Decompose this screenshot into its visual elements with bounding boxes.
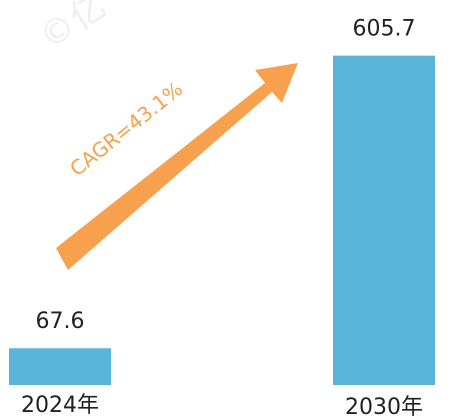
cagr-arrow-shape: [56, 63, 298, 270]
cagr-arrow: CAGR=43.1%: [56, 63, 298, 270]
category-label-1: 2030年: [345, 395, 423, 420]
category-label-0: 2024年: [21, 393, 99, 418]
bars-group: [9, 55, 435, 385]
bar-1: [333, 55, 435, 385]
value-label-1: 605.7: [353, 17, 416, 42]
value-label-0: 67.6: [36, 309, 85, 334]
bar-0: [9, 348, 111, 385]
labels-group: 67.6 2024年 605.7 2030年: [21, 17, 423, 420]
